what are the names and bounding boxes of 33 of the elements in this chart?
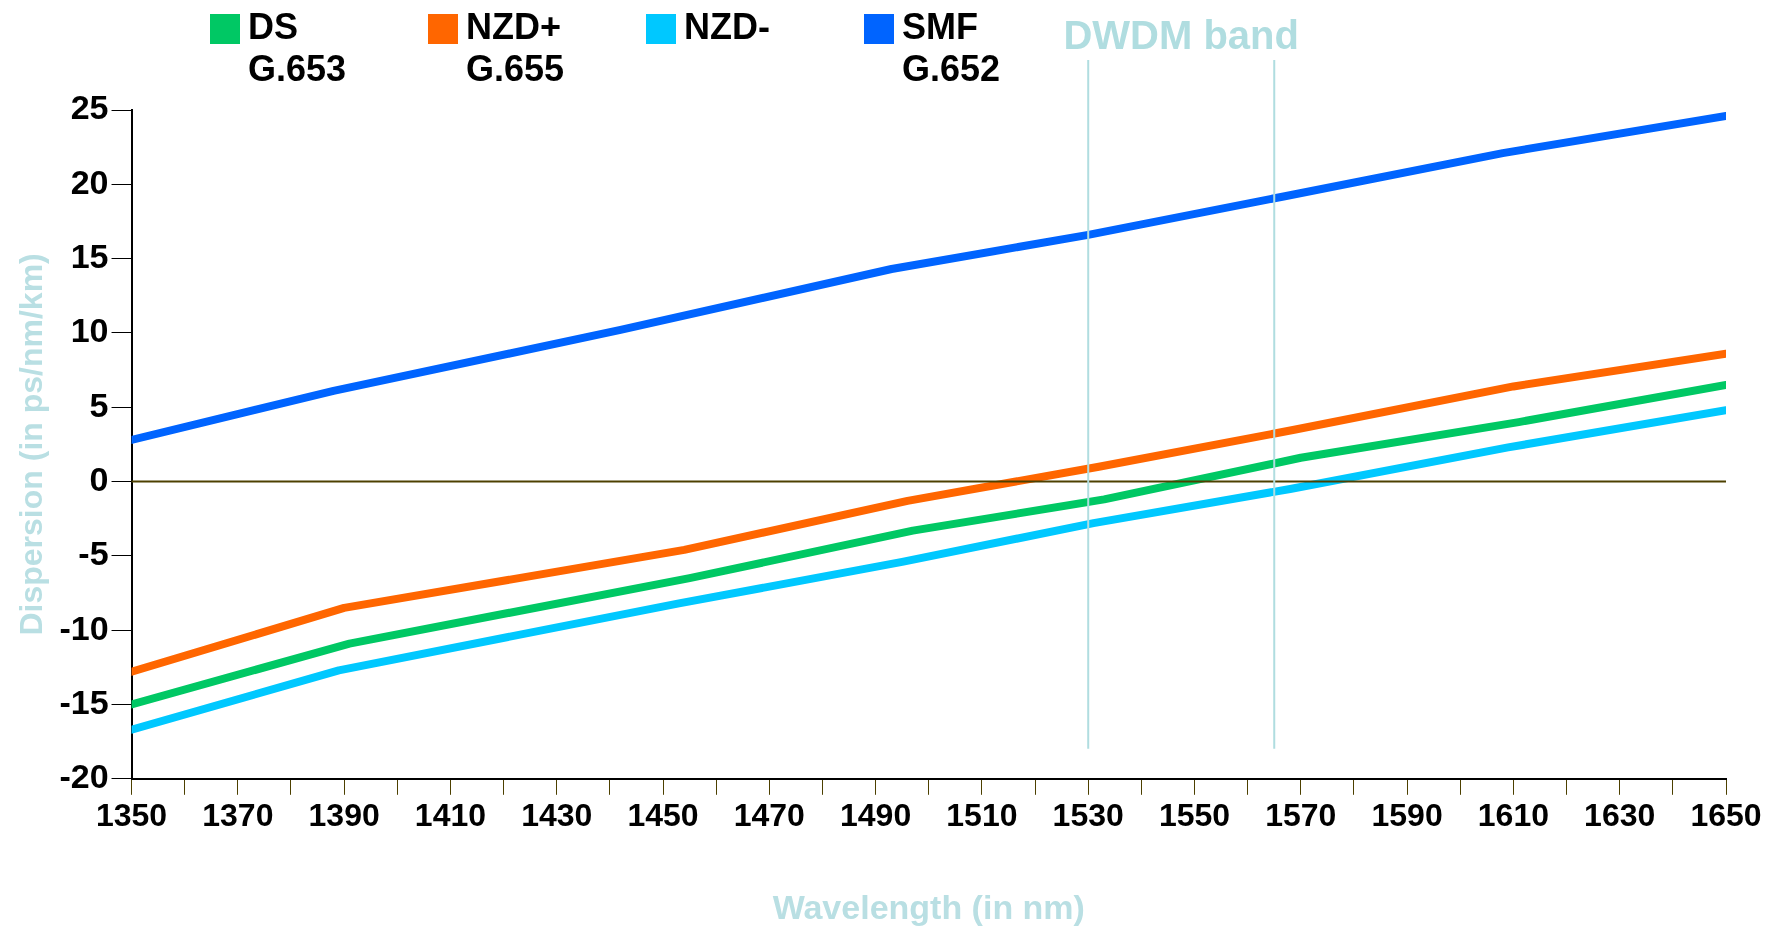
x-tick-label: 1570 <box>1265 796 1337 833</box>
x-tick-label: 1510 <box>946 796 1018 833</box>
legend-label: DS G.653 <box>248 6 347 90</box>
legend-label: SMF G.652 <box>902 6 1001 90</box>
y-tick-label: 5 <box>89 385 109 424</box>
x-tick-label: 1530 <box>1052 796 1124 833</box>
y-tick-label: -15 <box>59 682 109 721</box>
x-tick-label: 1550 <box>1158 796 1231 833</box>
y-tick-label: -10 <box>59 608 109 647</box>
x-tick-label: 1630 <box>1584 796 1656 833</box>
x-tick-label: 1590 <box>1371 796 1443 833</box>
x-tick-label: 1370 <box>202 796 274 833</box>
y-tick-label: -20 <box>59 757 109 796</box>
legend-label: NZD- <box>684 6 770 48</box>
x-tick-label: 1410 <box>414 796 487 833</box>
y-tick-label: 0 <box>89 459 109 498</box>
text: DWDM band <box>1063 13 1299 58</box>
x-axis-title: Wavelength (in nm) <box>772 887 1085 926</box>
x-tick-label: 1610 <box>1477 796 1549 833</box>
x-tick-label: 1470 <box>733 796 805 833</box>
y-axis-title: Dispersion (in ps/nm/km) <box>13 253 50 636</box>
y-tick-label: 20 <box>70 162 109 201</box>
legend-label: NZD+ G.655 <box>466 6 565 90</box>
x-tick-label: 1450 <box>627 796 699 833</box>
y-tick-label: 15 <box>70 237 109 275</box>
y-tick-label: 25 <box>70 88 109 127</box>
x-tick-label: 1490 <box>840 796 912 833</box>
x-tick-label: 1650 <box>1690 796 1762 833</box>
y-tick-label: 10 <box>70 311 109 350</box>
x-tick-label: 1390 <box>308 796 380 833</box>
x-tick-label: 1430 <box>521 796 593 833</box>
y-tick-label: -5 <box>78 534 109 573</box>
x-tick-label: 1350 <box>95 796 168 833</box>
